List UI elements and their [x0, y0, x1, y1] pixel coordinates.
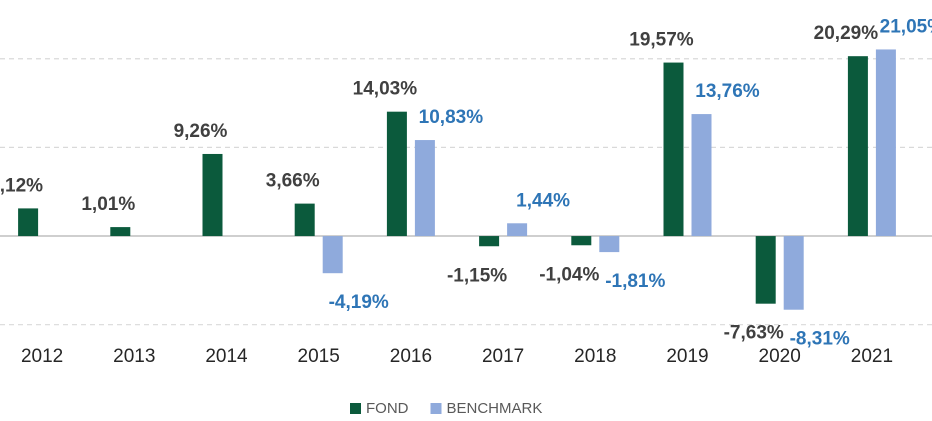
legend-swatch — [350, 403, 361, 414]
data-label: 14,03% — [353, 79, 418, 100]
x-tick-label: 2021 — [851, 346, 893, 367]
x-tick-label: 2016 — [390, 346, 432, 367]
bar — [294, 203, 315, 237]
bar — [414, 140, 435, 237]
bar — [875, 49, 896, 237]
bar — [755, 236, 776, 304]
bar — [18, 208, 39, 237]
x-tick-label: 2012 — [21, 346, 63, 367]
bar — [783, 236, 804, 310]
x-tick-label: 2017 — [482, 346, 524, 367]
data-label: -7,63% — [724, 323, 784, 344]
legend-swatch — [430, 403, 442, 414]
x-tick-label: 2013 — [113, 346, 155, 367]
bar — [386, 111, 407, 237]
data-label: 9,26% — [174, 121, 228, 142]
x-tick-label: 2018 — [574, 346, 616, 367]
data-label: 10,83% — [419, 107, 484, 128]
bar — [691, 114, 712, 237]
data-label: -1,15% — [447, 265, 507, 286]
bar — [507, 223, 528, 237]
data-label: 1,01% — [81, 194, 135, 215]
data-label: 19,57% — [629, 30, 694, 51]
data-label: -4,19% — [329, 292, 389, 313]
bar — [847, 56, 868, 237]
data-label: 13,76% — [695, 81, 760, 102]
bar — [202, 153, 223, 237]
data-label: 21,05% — [880, 16, 932, 37]
legend-label: BENCHMARK — [447, 400, 543, 417]
data-label: 1,44% — [516, 190, 570, 211]
data-label: -8,31% — [790, 329, 850, 350]
x-tick-label: 2014 — [205, 346, 248, 367]
x-tick-label: 2019 — [666, 346, 708, 367]
x-tick-label: 2020 — [759, 346, 801, 367]
data-label: -1,81% — [605, 271, 665, 292]
data-label: 20,29% — [814, 23, 879, 44]
legend-label: FOND — [366, 400, 409, 417]
bar — [110, 227, 131, 237]
bar — [479, 236, 500, 247]
bar — [322, 236, 343, 274]
x-tick-label: 2015 — [298, 346, 340, 367]
bar — [571, 236, 592, 246]
bar — [663, 62, 684, 237]
data-label: 3,12% — [0, 175, 43, 196]
data-label: 3,66% — [266, 171, 320, 192]
data-label: -1,04% — [539, 264, 599, 285]
bar — [599, 236, 620, 253]
